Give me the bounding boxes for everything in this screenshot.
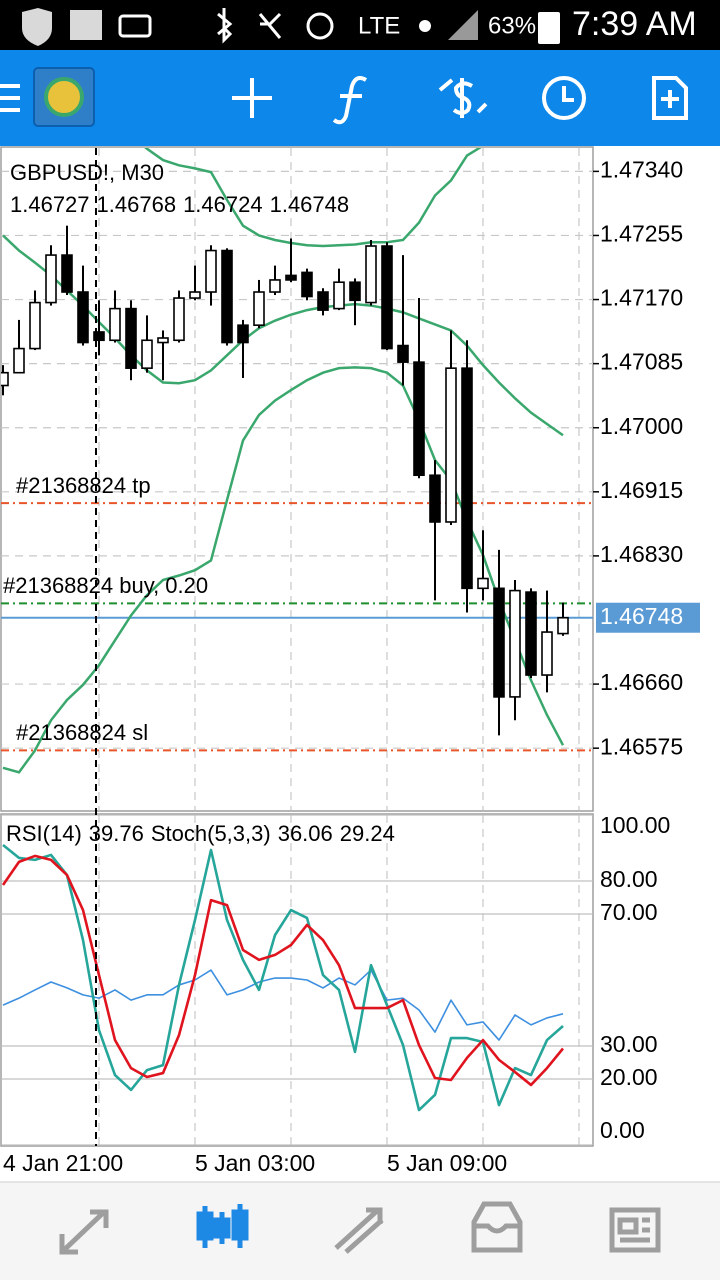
trade-level-label: #21368824 sl bbox=[16, 720, 148, 745]
ohlc-readout: 1.46727 1.46768 1.46724 1.46748 bbox=[10, 192, 349, 217]
y-tick-label: 1.47085 bbox=[600, 349, 683, 375]
stoch-main-value: 36.06 bbox=[278, 821, 333, 846]
y-tick-label: 1.47340 bbox=[600, 156, 683, 182]
x-tick-label: 4 Jan 21:00 bbox=[3, 1150, 123, 1176]
y-tick-label: 1.46575 bbox=[600, 733, 683, 759]
y-tick-label: 100.00 bbox=[600, 812, 670, 838]
candle-body bbox=[397, 344, 409, 363]
crosshair-button[interactable] bbox=[232, 78, 272, 118]
candle-body bbox=[349, 281, 361, 302]
candle-body bbox=[461, 367, 473, 590]
candle-body bbox=[93, 331, 105, 342]
y-tick-label: 1.46830 bbox=[600, 541, 683, 567]
nav-quotes[interactable] bbox=[59, 1209, 109, 1255]
candle-body bbox=[413, 361, 425, 477]
stoch-signal-value: 29.24 bbox=[340, 821, 395, 846]
price-panel bbox=[0, 146, 594, 812]
y-tick-label: 70.00 bbox=[600, 899, 658, 925]
candle-body bbox=[237, 324, 249, 344]
candle-body bbox=[429, 474, 441, 523]
candle-body bbox=[381, 245, 393, 350]
y-tick-label: 0.00 bbox=[600, 1117, 645, 1143]
nav-trade[interactable] bbox=[334, 1207, 384, 1254]
trade-level-label: #21368824 tp bbox=[16, 473, 151, 498]
candle-body bbox=[189, 291, 201, 299]
candle-body bbox=[29, 301, 41, 350]
toolbar-icons bbox=[0, 67, 688, 127]
candle-body bbox=[509, 589, 521, 698]
x-tick-label: 5 Jan 03:00 bbox=[195, 1150, 315, 1176]
candle-body bbox=[45, 254, 57, 304]
candle-body bbox=[557, 616, 569, 635]
period-button[interactable] bbox=[542, 76, 586, 120]
rsi-value: 39.76 bbox=[89, 821, 144, 846]
nav-news[interactable] bbox=[609, 1207, 661, 1253]
candle-body bbox=[205, 249, 217, 293]
candle-body bbox=[493, 587, 505, 698]
candle-body bbox=[477, 577, 489, 590]
candle-body bbox=[61, 254, 73, 293]
candle-body bbox=[125, 307, 137, 369]
y-tick-label: 30.00 bbox=[600, 1031, 658, 1057]
candle-body bbox=[525, 591, 537, 676]
bollinger-upper bbox=[144, 148, 482, 248]
new-order-button[interactable] bbox=[652, 76, 688, 120]
menu-button[interactable] bbox=[0, 84, 20, 112]
nav-chart[interactable] bbox=[196, 1204, 249, 1248]
oscillator-line bbox=[2, 969, 564, 1041]
battery-level: 63% bbox=[488, 12, 536, 39]
trade-button[interactable] bbox=[438, 78, 488, 118]
bottom-nav bbox=[0, 1182, 720, 1280]
candle-body bbox=[317, 291, 329, 311]
price-plot bbox=[1, 148, 593, 810]
y-tick-label: 1.46660 bbox=[600, 669, 683, 695]
nav-icons bbox=[59, 1201, 661, 1255]
candle-body bbox=[365, 245, 377, 304]
y-tick-label: 1.46915 bbox=[600, 477, 683, 503]
y-tick-label: 80.00 bbox=[600, 866, 658, 892]
x-tick-label: 5 Jan 09:00 bbox=[387, 1150, 507, 1176]
stoch-name: Stoch(5,3,3) bbox=[151, 821, 271, 846]
indicators-button[interactable] bbox=[332, 76, 368, 125]
axes: 1.47340 1.47255 1.47170 1.47085 1.47000 1.469… bbox=[3, 156, 700, 1176]
candle-body bbox=[141, 339, 153, 369]
oscillator-readout: RSI(14) 39.76 Stoch(5,3,3) 36.06 29.24 bbox=[6, 821, 395, 846]
candle-body bbox=[285, 274, 297, 281]
trade-level-label: #21368824 buy, 0.20 bbox=[3, 573, 208, 598]
low-value: 1.46724 bbox=[183, 192, 263, 217]
candle-body bbox=[109, 307, 121, 342]
close-value: 1.46748 bbox=[270, 192, 350, 217]
network-type: LTE bbox=[358, 12, 400, 39]
candle-body bbox=[269, 279, 281, 293]
candle-body bbox=[221, 249, 233, 344]
open-value: 1.46727 bbox=[10, 192, 90, 217]
candle-body bbox=[301, 271, 313, 298]
candle-body bbox=[541, 631, 553, 676]
y-tick-label: 1.47000 bbox=[600, 413, 683, 439]
candle-body bbox=[13, 347, 25, 374]
y-tick-label: 1.47255 bbox=[600, 221, 683, 247]
candle-body bbox=[253, 291, 265, 326]
clock: 7:39 AM bbox=[572, 5, 697, 43]
y-tick-label: 20.00 bbox=[600, 1064, 658, 1090]
nav-history[interactable] bbox=[471, 1201, 523, 1253]
symbol-title: GBPUSD!, M30 bbox=[10, 160, 164, 185]
candle-body bbox=[445, 367, 457, 523]
rsi-name: RSI(14) bbox=[6, 821, 82, 846]
last-price-label: 1.46748 bbox=[600, 603, 683, 629]
candle-body bbox=[333, 281, 345, 310]
candle-body bbox=[1, 371, 9, 387]
y-tick-label: 1.47170 bbox=[600, 285, 683, 311]
high-value: 1.46768 bbox=[97, 192, 177, 217]
last-price-box bbox=[596, 602, 700, 633]
status-icons bbox=[22, 8, 560, 46]
app-icon[interactable] bbox=[33, 67, 95, 127]
candle-body bbox=[173, 297, 185, 342]
candle-body bbox=[77, 291, 89, 344]
candle-body bbox=[157, 337, 169, 344]
